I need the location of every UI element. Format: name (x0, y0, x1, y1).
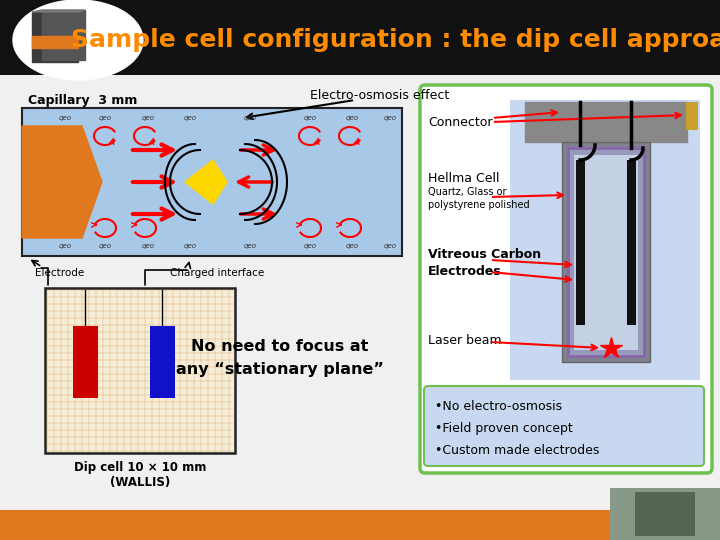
Text: Quartz, Glass or
polystyrene polished: Quartz, Glass or polystyrene polished (428, 187, 530, 210)
Text: •Field proven concept: •Field proven concept (435, 422, 572, 435)
Text: Dip cell 10 × 10 mm
(WALLIS): Dip cell 10 × 10 mm (WALLIS) (74, 461, 206, 489)
Text: Connector: Connector (428, 116, 492, 129)
FancyBboxPatch shape (420, 85, 712, 473)
Text: No need to focus at
any “stationary plane”: No need to focus at any “stationary plan… (176, 340, 384, 376)
Polygon shape (32, 10, 85, 12)
Text: qeo: qeo (184, 243, 197, 249)
Text: Sample cell configuration : the dip cell approach: Sample cell configuration : the dip cell… (71, 28, 720, 52)
Text: Electrode: Electrode (35, 268, 84, 278)
Text: qeo: qeo (346, 243, 359, 249)
Ellipse shape (13, 0, 143, 80)
Polygon shape (32, 12, 78, 62)
Text: qeo: qeo (243, 243, 256, 249)
Text: Hellma Cell: Hellma Cell (428, 172, 500, 185)
Text: qeo: qeo (384, 115, 397, 121)
Polygon shape (185, 160, 227, 204)
Bar (73, 326, 98, 398)
Bar (574, 155, 638, 350)
Polygon shape (42, 10, 85, 60)
Text: qeo: qeo (304, 243, 317, 249)
Text: Laser beam: Laser beam (428, 334, 502, 347)
Text: qeo: qeo (58, 115, 71, 121)
Bar (610, 488, 720, 540)
Bar (0, 0, 720, 75)
Bar (635, 492, 695, 536)
Bar (45, 288, 235, 453)
Bar (22, 108, 402, 256)
Bar (568, 148, 644, 356)
Text: Vitreous Carbon
Electrodes: Vitreous Carbon Electrodes (428, 248, 541, 278)
Text: qeo: qeo (184, 115, 197, 121)
Text: qeo: qeo (346, 115, 359, 121)
FancyBboxPatch shape (424, 386, 704, 466)
Bar (510, 100, 700, 380)
Text: qeo: qeo (304, 115, 317, 121)
Bar (576, 160, 585, 325)
Bar (0, 510, 720, 540)
Polygon shape (32, 36, 78, 48)
Text: qeo: qeo (384, 243, 397, 249)
Text: qeo: qeo (99, 115, 112, 121)
Text: •No electro-osmosis: •No electro-osmosis (435, 400, 562, 413)
Text: qeo: qeo (142, 243, 155, 249)
Text: $\vec{E}$: $\vec{E}$ (44, 171, 56, 193)
Text: qeo: qeo (99, 243, 112, 249)
Text: •Custom made electrodes: •Custom made electrodes (435, 444, 599, 457)
Text: qeo: qeo (142, 115, 155, 121)
Text: qeo: qeo (58, 243, 71, 249)
Text: qeo: qeo (243, 115, 256, 121)
Bar (562, 142, 650, 362)
Text: Charged interface: Charged interface (170, 268, 264, 278)
Polygon shape (22, 126, 102, 238)
Bar (525, 102, 687, 142)
Bar (686, 102, 698, 130)
Bar (627, 160, 636, 325)
Bar (150, 326, 175, 398)
Text: Capillary  3 mm: Capillary 3 mm (28, 94, 138, 107)
Text: Electro-osmosis effect: Electro-osmosis effect (310, 89, 449, 102)
